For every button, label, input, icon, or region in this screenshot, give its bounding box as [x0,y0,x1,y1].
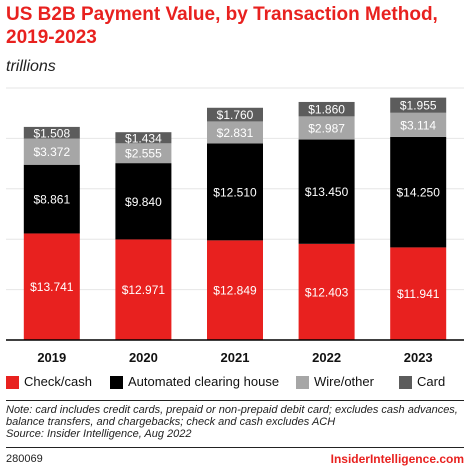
bar-segment [298,243,355,340]
chart-id: 280069 [6,453,43,465]
x-tick-label: 2023 [404,350,433,365]
stacked-bar-chart: $13.741 $8.861 $3.372 $1.508 2019 $12.971 $9.8… [6,87,464,365]
bar-segment [298,101,355,117]
legend-item-check-cash: Check/cash [6,374,92,390]
chart-notes: Note: card includes credit cards, prepai… [6,404,466,440]
data-label: $12.849 [213,284,257,298]
data-label: $11.941 [397,287,440,301]
legend-label-check-cash: Check/cash [24,374,92,389]
data-label: $3.114 [400,118,436,132]
data-label: $8.861 [33,193,70,207]
bar-segment [207,121,263,144]
bar-segment [115,143,172,164]
bar-segment [23,126,80,139]
bar-segment [23,164,80,234]
data-label: $13.450 [305,185,349,199]
x-tick-label: 2019 [37,350,66,365]
x-tick-label: 2022 [312,350,341,365]
data-label: $2.555 [125,147,162,161]
bar-segment [390,136,447,248]
footer: 280069 InsiderIntelligence.com [6,448,464,468]
note-text: Note: card includes credit cards, prepai… [6,404,458,428]
data-label: $1.955 [400,99,437,113]
bar-segment [207,240,263,340]
divider-bottom [6,447,464,448]
data-label: $3.372 [33,145,70,159]
bar-segment [390,112,447,137]
legend-label-wire-other: Wire/other [314,374,374,389]
legend-swatch-ach [110,375,123,389]
data-label: $1.434 [125,131,162,145]
bar-segment [115,132,172,144]
divider-top [6,400,464,401]
chart-title: US B2B Payment Value, by Transaction Met… [6,4,438,48]
data-label: $1.760 [217,108,254,122]
legend-item-wire-other: Wire/other [296,374,374,390]
brand-logo: InsiderIntelligence.com [330,452,464,466]
legend-swatch-card [399,375,412,389]
bar-segment [207,143,263,241]
legend-swatch-check-cash [6,375,19,389]
bar-segment [115,239,172,340]
bar-segment [298,139,355,244]
x-tick-label: 2021 [221,350,250,365]
x-tick-label: 2020 [129,350,158,365]
legend-item-ach: Automated clearing house [110,374,279,390]
data-label: $1.860 [308,103,345,117]
legend-label-ach: Automated clearing house [128,374,280,389]
data-label: $12.971 [122,283,166,297]
data-label: $1.508 [33,126,70,140]
data-label: $2.987 [308,121,345,135]
bar-segment [390,97,447,113]
chart-legend: Check/cash Automated clearing house Wire… [6,372,466,392]
bar-segment [298,116,355,140]
bar-segment [23,233,80,340]
data-label: $9.840 [125,195,162,209]
legend-swatch-wire-other [296,375,309,389]
bar-segment [23,138,80,165]
bar-segment [115,163,172,240]
bar-segment [207,107,263,122]
data-label: $12.403 [305,285,349,299]
data-label: $13.741 [30,280,74,294]
bar-segment [390,247,447,340]
data-label: $2.831 [217,126,254,140]
legend-item-card: Card [399,374,445,390]
data-label: $12.510 [213,185,257,199]
data-label: $14.250 [397,186,441,200]
legend-label-card: Card [417,374,446,389]
source-text: Source: Insider Intelligence, Aug 2022 [6,428,192,440]
chart-subtitle: trillions [6,58,56,75]
